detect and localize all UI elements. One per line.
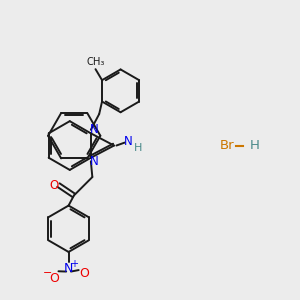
Text: O: O [49, 272, 58, 286]
Text: N: N [90, 123, 99, 136]
Text: O: O [49, 178, 58, 192]
Text: H: H [250, 139, 260, 152]
Text: CH₃: CH₃ [87, 57, 105, 67]
Text: N: N [64, 262, 73, 275]
Text: −: − [43, 268, 52, 278]
Text: +: + [70, 259, 78, 269]
Text: O: O [80, 267, 90, 280]
Text: Br: Br [220, 139, 235, 152]
Text: N: N [90, 155, 99, 168]
Text: H: H [134, 142, 142, 153]
Text: N: N [124, 135, 133, 148]
